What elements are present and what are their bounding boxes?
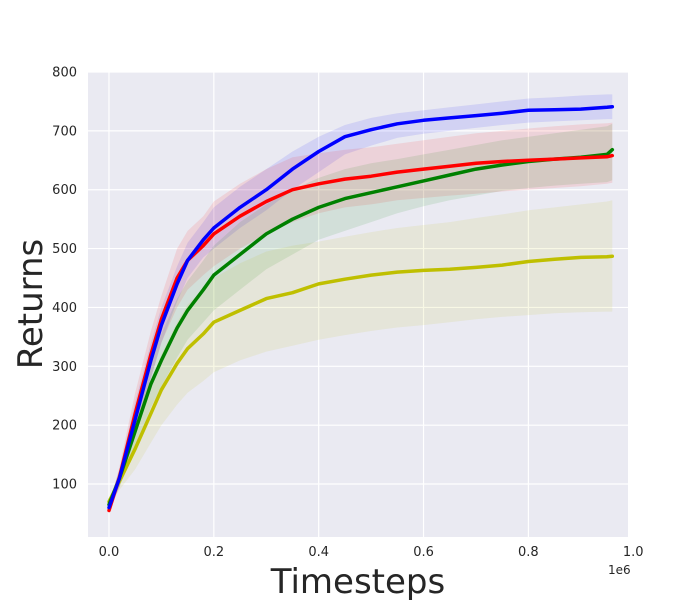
- series-1-line: [107, 153, 615, 513]
- x-tick-label: 0.2: [203, 545, 224, 560]
- plot-background: [88, 72, 628, 537]
- x-tick-label: 0.0: [99, 545, 120, 560]
- x-tick-label: 0.4: [308, 545, 329, 560]
- y-tick-label: 800: [52, 66, 77, 81]
- x-axis-label: Timesteps: [270, 562, 445, 600]
- x-tick-labels: 0.0 0.2 0.4 0.6 0.8 1.0: [99, 545, 644, 560]
- y-tick-label: 100: [52, 478, 77, 493]
- series-2-band: [109, 123, 613, 508]
- y-tick-label: 300: [52, 360, 77, 375]
- x-offset-label: 1e6: [608, 563, 631, 577]
- x-tick-label: 0.8: [518, 545, 539, 560]
- x-tick-label: 0.6: [413, 545, 434, 560]
- y-tick-label: 200: [52, 419, 77, 434]
- series-lines: [107, 104, 615, 513]
- series-3-band: [109, 200, 613, 505]
- y-tick-label: 700: [52, 124, 77, 139]
- series-3-line: [107, 254, 615, 504]
- y-tick-label: 400: [52, 301, 77, 316]
- x-tick-label: 1.0: [623, 545, 644, 560]
- y-tick-label: 600: [52, 183, 77, 198]
- grid-lines: [88, 71, 634, 537]
- series-0-line: [107, 104, 615, 510]
- y-tick-labels: 100 200 300 400 500 600 700 800: [52, 66, 77, 493]
- series-0-band: [109, 94, 613, 511]
- y-tick-label: 500: [52, 242, 77, 257]
- y-axis-label: Returns: [11, 239, 51, 370]
